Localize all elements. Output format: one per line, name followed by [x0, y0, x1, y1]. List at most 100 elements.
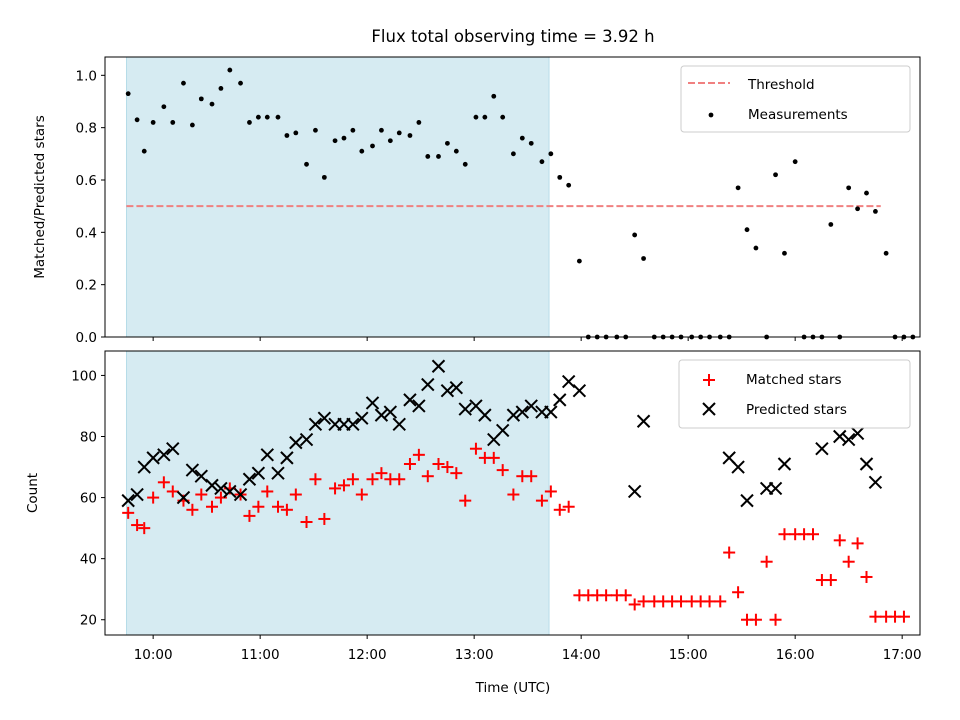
matched-star-point	[760, 555, 773, 568]
predicted-star-point	[515, 405, 530, 419]
measurement-point	[134, 117, 140, 123]
predicted-star-point	[176, 490, 191, 505]
measurement-point	[773, 172, 778, 178]
matched-star-point	[412, 448, 425, 461]
measurement-point	[883, 250, 889, 256]
matched-star-point	[553, 503, 566, 516]
predicted-star-point	[636, 414, 651, 428]
matched-star-point	[535, 494, 548, 507]
matched-star-point	[166, 485, 179, 498]
predicted-star-point	[403, 393, 417, 407]
predicted-star-point	[561, 374, 576, 389]
chart-title: Flux total observing time = 3.92 h	[371, 27, 654, 46]
measurement-point	[264, 114, 270, 120]
matched-star-point	[507, 488, 520, 501]
measurement-point	[425, 154, 431, 159]
measurement-point	[510, 151, 516, 157]
predicted-star-point	[458, 402, 472, 416]
matched-star-point	[703, 595, 716, 608]
predicted-star-point	[524, 399, 538, 413]
measurement-point	[873, 208, 878, 214]
measurement-point	[528, 140, 534, 146]
measurement-point	[161, 104, 167, 110]
measurement-point	[855, 206, 860, 212]
matched-star-point	[469, 442, 482, 455]
bottom-axes-frame	[104, 350, 921, 636]
predicted-star-point	[815, 442, 829, 456]
predicted-star-point	[242, 472, 257, 486]
measurement-point	[181, 80, 186, 86]
matched-star-point	[600, 589, 613, 602]
measurement-point	[632, 232, 638, 238]
top-legend: Threshold Measurements	[680, 65, 911, 133]
predicted-star-point	[214, 481, 228, 496]
top-y-tick-label: 0.0	[76, 330, 97, 346]
predicted-star-point	[317, 411, 332, 425]
matched-star-point	[562, 500, 575, 513]
observing-window-shade	[126, 56, 550, 338]
measurement-point	[387, 138, 393, 144]
matched-star-point	[619, 589, 632, 602]
bottom-legend-box	[678, 359, 911, 429]
predicted-star-point	[768, 481, 783, 496]
bottom-y-tick-label: 60	[80, 491, 97, 507]
predicted-star-point	[412, 399, 426, 413]
measurement-point	[735, 185, 741, 191]
matched-star-point	[280, 503, 293, 516]
measurement-point	[396, 130, 402, 136]
matched-star-point	[403, 457, 416, 470]
predicted-star-point	[223, 484, 237, 499]
predicted-star-point	[495, 423, 510, 438]
matched-star-point	[714, 595, 727, 608]
top-y-tick-label: 0.8	[76, 121, 97, 137]
matched-star-point	[459, 494, 472, 507]
measurement-point	[125, 91, 131, 97]
measurement-point	[539, 159, 545, 165]
matched-star-point	[421, 470, 434, 483]
measurement-point	[782, 250, 787, 256]
top-axes-frame	[104, 56, 921, 338]
top-y-axis-label: Matched/Predicted stars	[32, 115, 48, 278]
matched-star-point	[637, 595, 650, 608]
measurement-point	[407, 133, 413, 138]
x-tick-label: 10:00	[134, 647, 173, 663]
measurement-point	[293, 130, 299, 136]
matched-star-point	[869, 610, 882, 623]
predicted-star-point	[859, 457, 874, 471]
measurement-point	[500, 114, 506, 120]
matched-star-point	[432, 457, 445, 470]
measurement-point	[141, 148, 147, 154]
matched-star-point	[851, 537, 864, 550]
predicted-star-point	[383, 405, 398, 419]
measurement-point	[189, 122, 195, 128]
matched-star-point	[487, 451, 500, 464]
legend-predicted-swatch	[702, 402, 716, 416]
matched-star-point	[147, 491, 160, 504]
predicted-star-point	[289, 435, 303, 450]
predicted-star-point	[627, 484, 642, 499]
measurement-point	[846, 185, 852, 191]
measurement-point	[445, 140, 450, 146]
predicted-star-point	[544, 405, 558, 419]
measurement-point	[379, 127, 384, 133]
matched-star-point	[346, 473, 359, 486]
legend-predicted-label: Predicted stars	[746, 402, 847, 418]
measurement-point	[238, 80, 243, 86]
measurement-point	[313, 127, 318, 133]
matched-star-point	[675, 595, 688, 608]
legend-measurements-label: Measurements	[748, 107, 848, 123]
matched-star-point	[131, 519, 144, 532]
matched-star-point	[252, 500, 265, 513]
predicted-star-point	[205, 478, 219, 493]
matched-star-point	[195, 488, 208, 501]
top-legend-box	[680, 65, 911, 133]
predicted-star-point	[346, 417, 360, 431]
predicted-star-point	[185, 463, 200, 477]
measurement-point	[453, 148, 459, 154]
matched-star-point	[842, 555, 855, 568]
measurement-point	[557, 174, 563, 180]
predicted-star-point	[431, 359, 446, 373]
x-tick-label: 14:00	[562, 647, 601, 663]
matched-star-point	[309, 473, 322, 486]
predicted-star-point	[841, 432, 856, 447]
